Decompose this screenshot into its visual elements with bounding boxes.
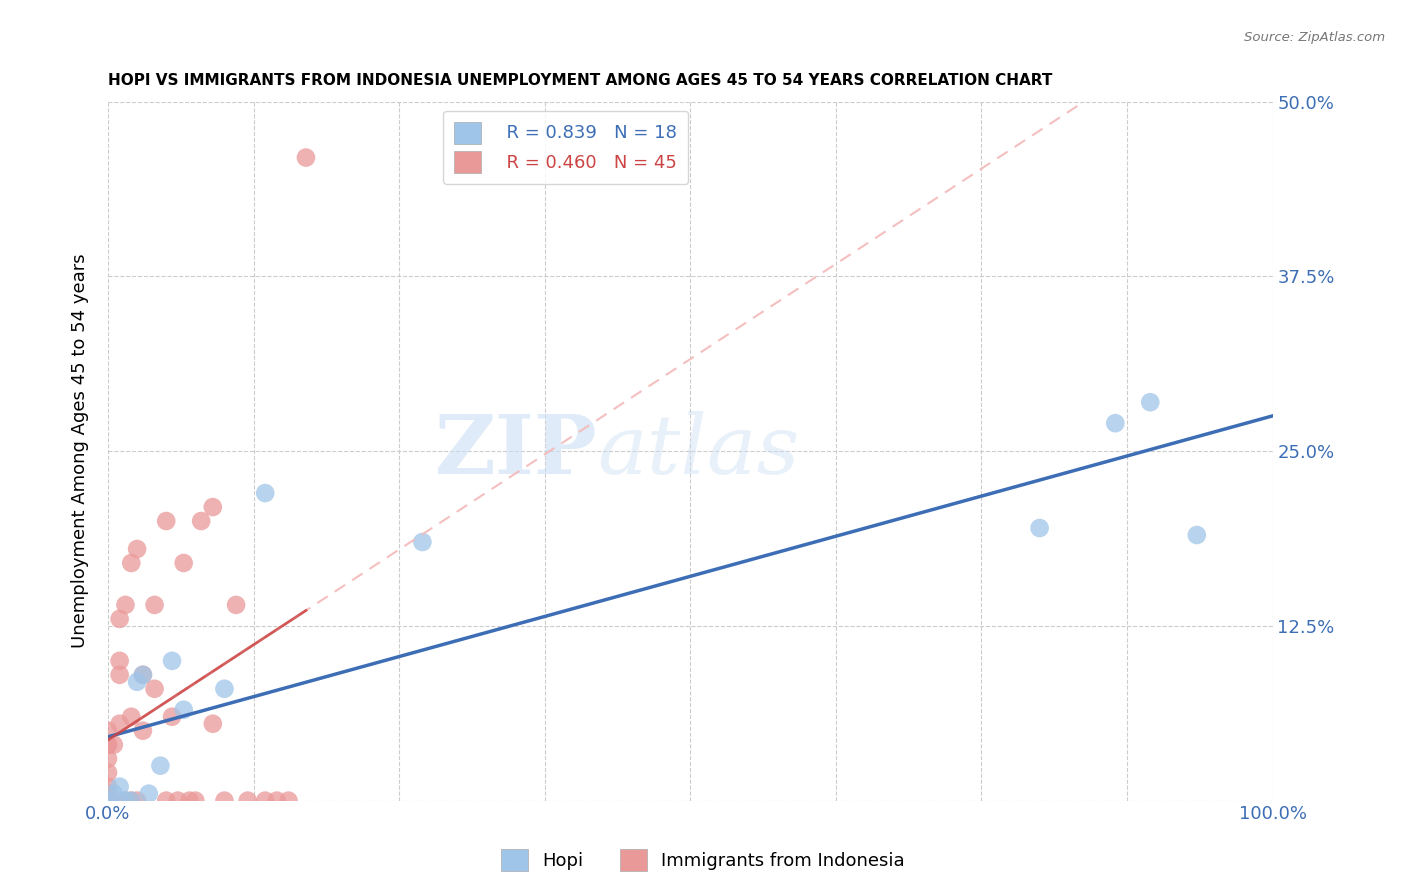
Point bbox=[120, 710, 142, 724]
Point bbox=[108, 612, 131, 626]
Point bbox=[114, 598, 136, 612]
Point bbox=[225, 598, 247, 612]
Point bbox=[214, 681, 236, 696]
Point bbox=[132, 723, 155, 738]
Point bbox=[201, 500, 224, 514]
Text: HOPI VS IMMIGRANTS FROM INDONESIA UNEMPLOYMENT AMONG AGES 45 TO 54 YEARS CORRELA: HOPI VS IMMIGRANTS FROM INDONESIA UNEMPL… bbox=[108, 73, 1052, 88]
Point bbox=[120, 794, 142, 808]
Point bbox=[155, 514, 177, 528]
Point bbox=[108, 780, 131, 794]
Point bbox=[201, 716, 224, 731]
Point bbox=[97, 752, 120, 766]
Point bbox=[114, 794, 136, 808]
Point bbox=[167, 794, 190, 808]
Point bbox=[1139, 395, 1161, 409]
Point bbox=[411, 535, 433, 549]
Point bbox=[97, 794, 120, 808]
Point bbox=[103, 787, 125, 801]
Point bbox=[160, 654, 183, 668]
Point bbox=[127, 794, 149, 808]
Point bbox=[277, 794, 299, 808]
Y-axis label: Unemployment Among Ages 45 to 54 years: Unemployment Among Ages 45 to 54 years bbox=[72, 254, 89, 648]
Point bbox=[103, 794, 125, 808]
Point bbox=[108, 668, 131, 682]
Text: atlas: atlas bbox=[598, 411, 800, 491]
Point bbox=[190, 514, 212, 528]
Point bbox=[97, 723, 120, 738]
Point bbox=[97, 738, 120, 752]
Point bbox=[97, 738, 120, 752]
Point bbox=[138, 787, 160, 801]
Point bbox=[143, 681, 166, 696]
Point bbox=[179, 794, 201, 808]
Point bbox=[173, 556, 195, 570]
Point bbox=[1185, 528, 1208, 542]
Point bbox=[97, 787, 120, 801]
Text: ZIP: ZIP bbox=[434, 411, 598, 491]
Point bbox=[160, 710, 183, 724]
Point bbox=[97, 794, 120, 808]
Point bbox=[173, 703, 195, 717]
Text: Source: ZipAtlas.com: Source: ZipAtlas.com bbox=[1244, 31, 1385, 45]
Point bbox=[97, 794, 120, 808]
Legend:   R = 0.839   N = 18,   R = 0.460   N = 45: R = 0.839 N = 18, R = 0.460 N = 45 bbox=[443, 111, 688, 184]
Point bbox=[149, 758, 172, 772]
Point bbox=[132, 668, 155, 682]
Point bbox=[97, 780, 120, 794]
Point bbox=[254, 794, 277, 808]
Point bbox=[97, 794, 120, 808]
Point bbox=[132, 668, 155, 682]
Point bbox=[120, 556, 142, 570]
Point bbox=[120, 794, 142, 808]
Point bbox=[108, 654, 131, 668]
Point bbox=[1028, 521, 1050, 535]
Point bbox=[97, 765, 120, 780]
Point bbox=[143, 598, 166, 612]
Point bbox=[184, 794, 207, 808]
Point bbox=[236, 794, 259, 808]
Point bbox=[97, 794, 120, 808]
Point bbox=[1104, 416, 1126, 430]
Point bbox=[266, 794, 288, 808]
Legend: Hopi, Immigrants from Indonesia: Hopi, Immigrants from Indonesia bbox=[494, 842, 912, 879]
Point bbox=[254, 486, 277, 500]
Point bbox=[103, 738, 125, 752]
Point bbox=[295, 151, 318, 165]
Point bbox=[108, 716, 131, 731]
Point bbox=[114, 794, 136, 808]
Point bbox=[214, 794, 236, 808]
Point bbox=[155, 794, 177, 808]
Point bbox=[127, 541, 149, 556]
Point bbox=[127, 674, 149, 689]
